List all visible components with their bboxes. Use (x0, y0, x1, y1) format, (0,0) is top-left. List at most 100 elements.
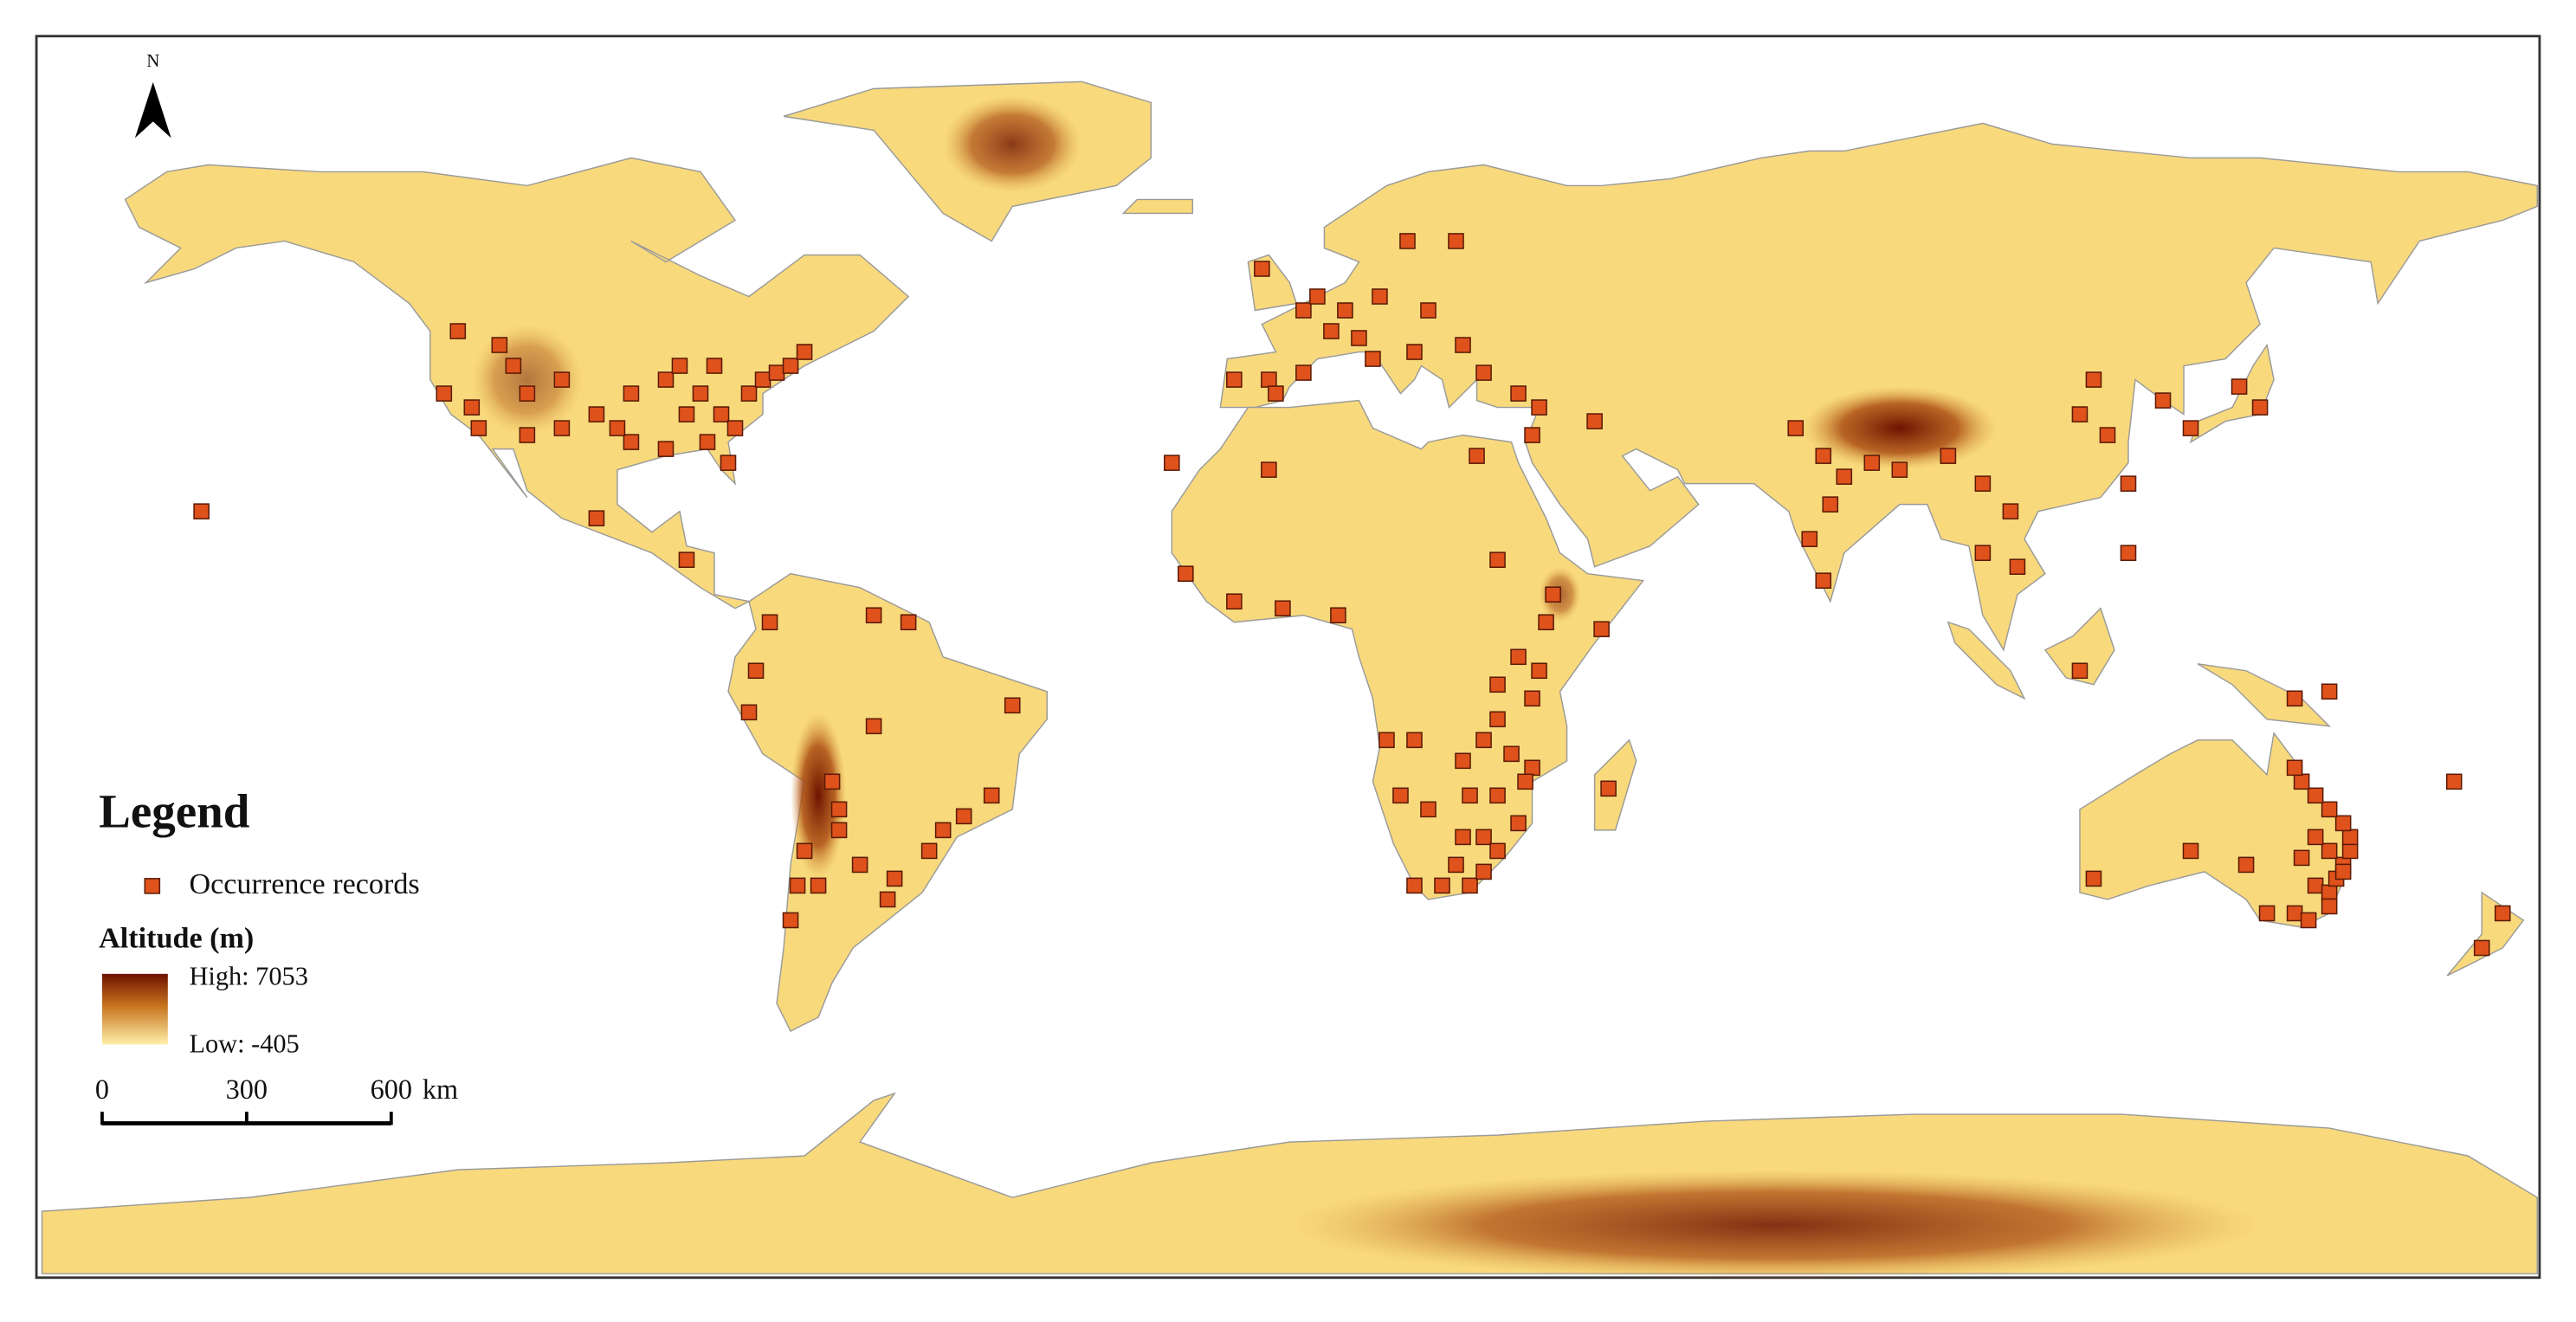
japan (2189, 343, 2275, 444)
occurrence-point (657, 441, 675, 457)
occurrence-point (2154, 392, 2172, 409)
occurrence-point (1531, 662, 1547, 680)
occurrence-point (2182, 420, 2199, 436)
occurrence-point (865, 607, 882, 624)
occurrence-point (671, 358, 688, 374)
occurrence-point (1475, 829, 1492, 846)
occurrence-point (2085, 870, 2102, 887)
occurrence-point (470, 420, 487, 436)
occurrence-point (692, 385, 709, 402)
occurrence-point (1309, 288, 1326, 305)
occurrence-point (699, 434, 716, 450)
occurrence-point (2237, 856, 2255, 874)
occurrence-point (2341, 829, 2359, 846)
new-guinea (2197, 663, 2332, 727)
occurrence-point (1489, 676, 1506, 693)
occurrence-point (1863, 455, 1881, 471)
occurrence-point (436, 385, 453, 402)
occurrence-point (519, 427, 536, 443)
occurrence-point (740, 704, 758, 721)
occurrence-point (2120, 475, 2137, 492)
occurrence-point (1503, 745, 1520, 763)
occurrence-point (2286, 905, 2303, 922)
occurrence-point (761, 614, 778, 631)
occurrence-point (1940, 448, 1957, 464)
occurrence-point (678, 551, 695, 568)
altitude-low: Low: -405 (189, 1029, 299, 1058)
occurrence-point (1365, 351, 1381, 367)
occurrence-layer (193, 233, 2511, 957)
occurrence-point (1489, 711, 1506, 728)
occurrence-point (2321, 842, 2338, 860)
occurrence-point (1974, 475, 1992, 492)
occurrence-point (1462, 787, 1478, 804)
occurrence-point (2231, 378, 2248, 395)
occurrence-point (2286, 690, 2303, 707)
occurrence-point (1787, 420, 1804, 436)
occurrence-point (2009, 558, 2026, 575)
occurrence-point (678, 406, 695, 422)
occurrence-point (1448, 233, 1464, 249)
occurrence-point (1524, 690, 1540, 707)
occurrence-point (2494, 905, 2511, 922)
greenland-ice (943, 95, 1082, 193)
occurrence-point (796, 344, 813, 360)
occurrence-point (1489, 551, 1506, 568)
occurrence-point (1164, 455, 1180, 471)
occurrence-point (782, 358, 799, 374)
occurrence-point (1974, 545, 1992, 561)
occurrence-point (1420, 302, 1436, 319)
occurrence-point (1455, 829, 1471, 846)
altitude-ramp (101, 973, 168, 1045)
occurrence-point (1510, 815, 1527, 832)
south-america (727, 572, 1048, 1032)
occurrence-point (1420, 801, 1436, 818)
occurrence-point (1600, 780, 1617, 797)
occurrence-point (623, 434, 640, 450)
occurrence-point (1524, 759, 1540, 777)
occurrence-point (796, 842, 813, 860)
occurrence-point (754, 371, 772, 388)
occurrence-point (1178, 565, 1194, 582)
occurrence-point (519, 385, 536, 402)
occurrence-point (768, 364, 785, 381)
occurrence-point (830, 801, 848, 818)
occurrence-point (1261, 371, 1277, 388)
occurrence-point (1469, 448, 1485, 464)
iceland (1121, 198, 1194, 215)
occurrence-point (2071, 662, 2089, 680)
occurrence-point (609, 420, 626, 436)
occurrence-point (1406, 344, 1423, 360)
occurrence-point (1392, 787, 1409, 804)
occurrence-point (1475, 732, 1492, 749)
legend-symbol (144, 878, 161, 894)
occurrence-point (1455, 752, 1471, 770)
occurrence-point (955, 808, 972, 825)
occurrence-point (1545, 586, 1561, 603)
occurrence-point (1475, 863, 1492, 880)
occurrence-point (747, 662, 765, 680)
borneo (2043, 607, 2115, 686)
occurrence-point (1268, 385, 1284, 402)
legend-occurrence-label: Occurrence records (189, 868, 419, 900)
occurrence-point (1399, 233, 1416, 249)
occurrence-point (782, 912, 799, 929)
occurrence-point (588, 510, 605, 526)
occurrence-point (553, 371, 571, 388)
occurrence-point (1531, 399, 1547, 416)
occurrence-point (1226, 371, 1243, 388)
scale-tick-label: 600 (371, 1074, 412, 1105)
occurrence-point (1801, 531, 1818, 547)
occurrence-point (1815, 448, 1832, 464)
occurrence-point (588, 406, 605, 422)
occurrence-point (1455, 337, 1471, 353)
occurrence-point (553, 420, 571, 436)
occurrence-point (2182, 842, 2199, 860)
occurrence-point (1836, 468, 1853, 485)
occurrence-point (1510, 648, 1527, 666)
occurrence-point (2258, 905, 2276, 922)
sumatra (1947, 621, 2026, 700)
occurrence-point (1489, 787, 1506, 804)
occurrence-point (2293, 773, 2310, 790)
